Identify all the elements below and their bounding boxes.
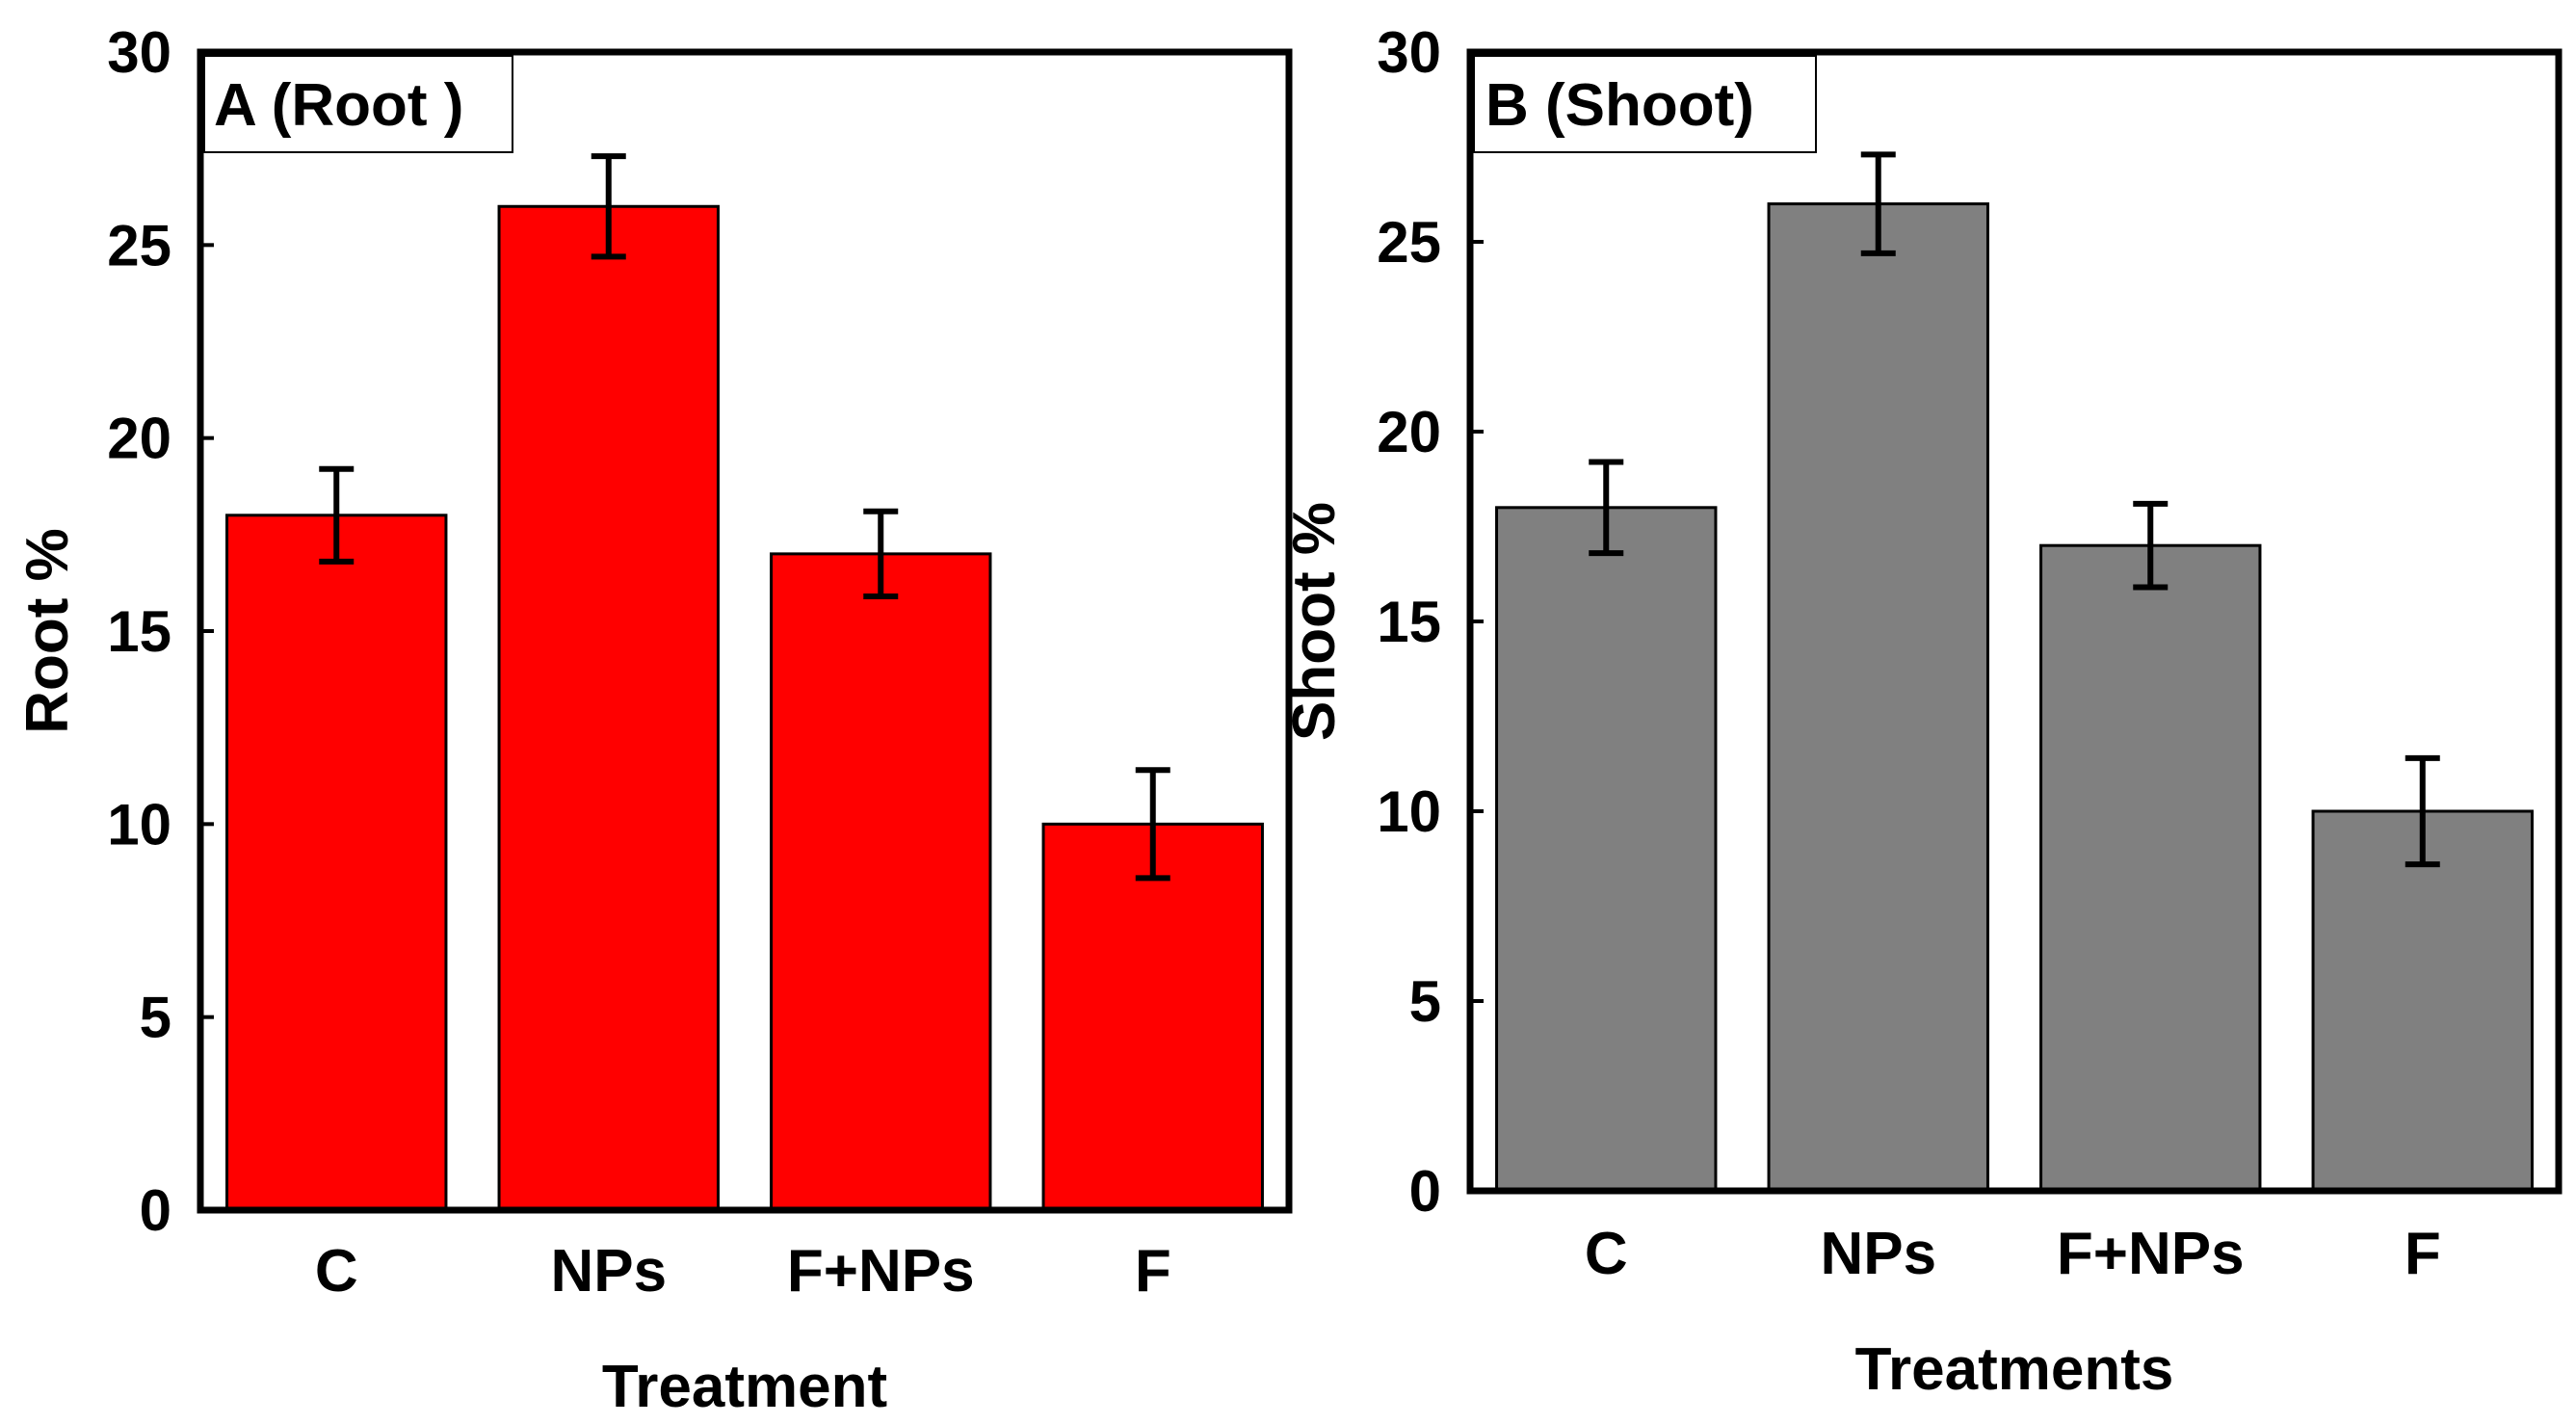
panel-b-bar-c xyxy=(1495,506,1718,1193)
panel-b-y-tick-label: 15 xyxy=(1377,590,1441,654)
panel-b-x-axis-label: Treatments xyxy=(1855,1336,2174,1403)
panel-b-x-tick-label: C xyxy=(1585,1221,1628,1287)
panel-a-y-tick-label: 5 xyxy=(140,986,171,1050)
panel-a-error-bar xyxy=(863,508,899,599)
panel-a-error-bar xyxy=(591,153,626,260)
panel-a-error-bar xyxy=(319,465,355,565)
panel-b-y-axis-label: Shoot % xyxy=(1281,502,1348,741)
panel-b-x-tick-label: NPs xyxy=(1820,1221,1936,1287)
panel-b-error-bar xyxy=(1860,151,1896,256)
panel-b-y-tick-label: 30 xyxy=(1377,20,1441,85)
panel-b-label: B (Shoot) xyxy=(1485,72,1754,139)
panel-a-y-tick-label: 30 xyxy=(107,20,171,85)
panel-b-y-tick-label: 0 xyxy=(1409,1159,1441,1224)
panel-a-y-tick-label: 0 xyxy=(140,1178,171,1243)
panel-a-bar-f xyxy=(1041,822,1264,1212)
panel-b-bar-f-nps xyxy=(2039,543,2262,1193)
panel-a-root: 0 5 10 15 20 25 30 C NPs F+NPs F A (Root ) Root %… xyxy=(14,20,1293,1420)
panel-b-x-tick-label: F+NPs xyxy=(2057,1221,2245,1287)
panel-b-bar-nps xyxy=(1767,202,1989,1193)
panel-b-error-bar xyxy=(1589,459,1624,557)
panel-b-shoot: 0 5 10 15 20 25 30 C NPs F+NPs F B (Shoot) Shoot … xyxy=(1281,20,2563,1403)
panel-a-x-tick-label: F+NPs xyxy=(787,1238,975,1305)
panel-b-error-bar xyxy=(2405,754,2440,868)
panel-b-x-tick-label: F xyxy=(2405,1221,2441,1287)
panel-a-label-box xyxy=(203,55,513,153)
panel-a-y-tick-label: 10 xyxy=(107,792,171,857)
panel-b-y-tick-label: 25 xyxy=(1377,210,1441,275)
panel-a-y-tick-label: 25 xyxy=(107,213,171,277)
panel-a-x-tick-label: NPs xyxy=(550,1238,667,1305)
panel-b-y-tick-label: 20 xyxy=(1377,400,1441,464)
panel-b-error-bar xyxy=(2133,500,2169,591)
panel-a-x-axis-label: Treatment xyxy=(602,1354,887,1420)
panel-b-bar-f xyxy=(2311,809,2534,1193)
panel-b-y-tick-label: 5 xyxy=(1409,969,1441,1034)
panel-a-y-axis-label: Root % xyxy=(14,528,81,734)
panel-a-error-bar xyxy=(1135,767,1170,882)
panel-a-x-tick-label: C xyxy=(315,1238,358,1305)
panel-a-y-tick-label: 20 xyxy=(107,407,171,471)
panel-b-y-tick-label: 10 xyxy=(1377,779,1441,844)
panel-a-label: A (Root ) xyxy=(214,72,463,139)
panel-b-label-box xyxy=(1473,55,1817,153)
panel-a-bar-c xyxy=(225,514,448,1212)
panel-a-x-tick-label: F xyxy=(1135,1238,1171,1305)
panel-a-bar-nps xyxy=(497,204,720,1212)
panel-a-bar-f-nps xyxy=(770,552,992,1212)
panel-a-y-tick-label: 15 xyxy=(107,599,171,664)
